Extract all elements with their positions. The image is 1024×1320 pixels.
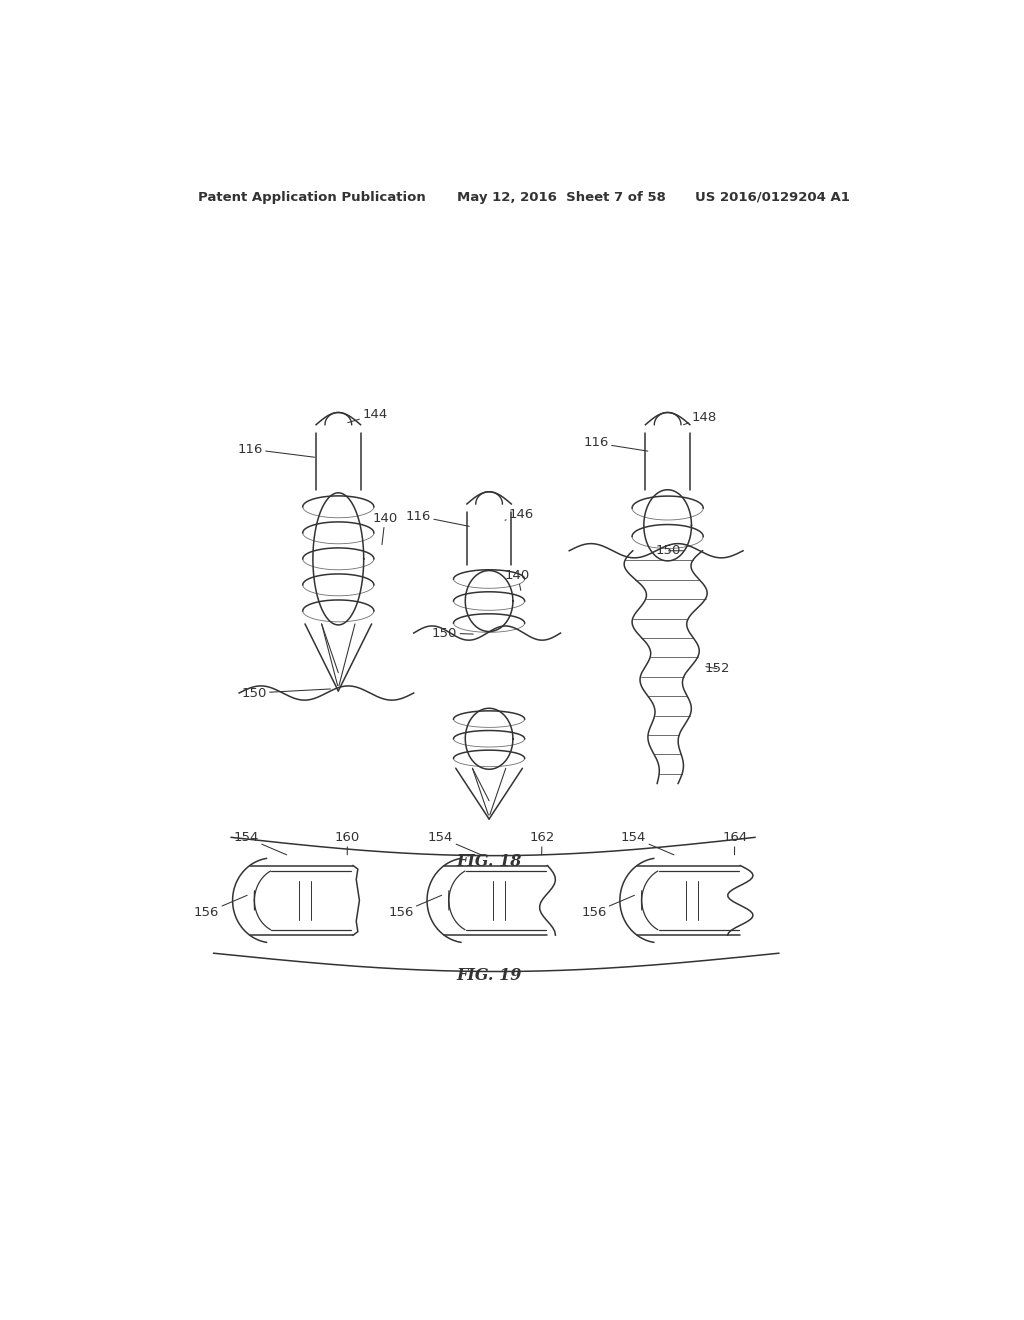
Text: 156: 156 [388, 895, 441, 919]
Text: 150: 150 [242, 686, 331, 700]
Text: Patent Application Publication: Patent Application Publication [198, 190, 426, 203]
Text: 164: 164 [722, 832, 748, 855]
Text: 150: 150 [655, 544, 684, 557]
Text: 146: 146 [505, 508, 535, 520]
Text: 154: 154 [233, 832, 287, 855]
Text: FIG. 18: FIG. 18 [457, 853, 522, 870]
Text: 116: 116 [406, 510, 469, 527]
Text: 140: 140 [373, 512, 397, 545]
Text: 160: 160 [335, 832, 360, 855]
Text: 154: 154 [428, 832, 481, 855]
Text: 116: 116 [584, 437, 648, 451]
Text: FIG. 19: FIG. 19 [457, 968, 522, 985]
Text: 148: 148 [684, 411, 717, 425]
Text: 150: 150 [432, 627, 473, 640]
Text: 144: 144 [348, 408, 387, 422]
Text: 156: 156 [194, 895, 247, 919]
Text: 162: 162 [529, 832, 555, 855]
Text: 140: 140 [505, 569, 530, 590]
Text: May 12, 2016  Sheet 7 of 58: May 12, 2016 Sheet 7 of 58 [458, 190, 667, 203]
Text: US 2016/0129204 A1: US 2016/0129204 A1 [695, 190, 850, 203]
Text: 116: 116 [238, 442, 314, 457]
Text: 152: 152 [705, 663, 730, 675]
Text: 156: 156 [582, 895, 635, 919]
Text: 154: 154 [621, 832, 674, 855]
